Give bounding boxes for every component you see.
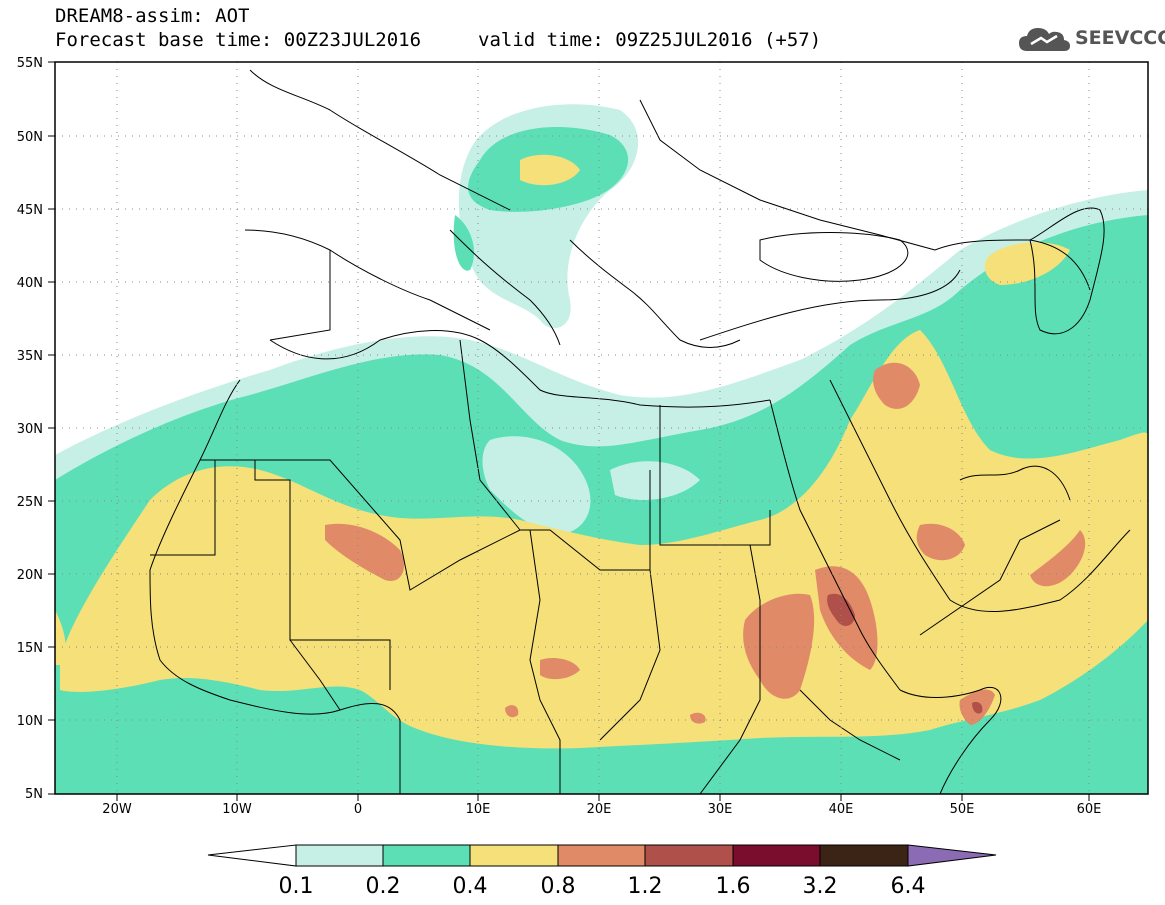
colorbar-swatch-1 — [295, 844, 384, 867]
coastlines — [149, 69, 1131, 794]
cloud-icon — [1019, 28, 1070, 51]
colorbar-label: 0.8 — [541, 874, 576, 899]
colorbar-label: 1.6 — [716, 874, 751, 899]
lat-label: 20N — [17, 568, 43, 583]
seevccc-logo: SEEVCCC — [1017, 24, 1165, 54]
aot-level-0.8 — [325, 362, 1086, 725]
lon-label: 20E — [587, 802, 612, 817]
valid-time: valid time: 09Z25JUL2016 (+57) — [478, 29, 822, 51]
lon-label: 20W — [102, 802, 132, 817]
colorbar-label: 6.4 — [891, 874, 926, 899]
colorbar-under-arrow — [207, 844, 297, 867]
aot-level-1.2 — [827, 593, 983, 714]
graticule — [55, 62, 1148, 794]
lon-label: 10E — [466, 802, 491, 817]
colorbar-label: 0.2 — [366, 874, 401, 899]
lat-label: 45N — [17, 203, 43, 218]
lon-label: 0 — [354, 802, 362, 817]
lat-label: 35N — [17, 349, 43, 364]
lon-label: 10W — [222, 802, 252, 817]
lon-label: 40E — [829, 802, 854, 817]
lat-label: 55N — [17, 56, 43, 71]
lon-label: 60E — [1077, 802, 1102, 817]
forecast-base-time: Forecast base time: 00Z23JUL2016 — [55, 29, 422, 51]
colorbar-label: 0.4 — [453, 874, 488, 899]
colorbar-swatch-5 — [644, 844, 734, 867]
lon-label: 50E — [950, 802, 975, 817]
colorbar-swatch-4 — [557, 844, 646, 867]
lat-labels: 55N 50N 45N 40N 35N 30N 25N 20N 15N 10N … — [17, 56, 43, 802]
lat-label: 40N — [17, 276, 43, 291]
lat-label: 10N — [17, 714, 43, 729]
colorbar-swatch-2 — [382, 844, 471, 867]
colorbar-swatch-6 — [732, 844, 821, 867]
lat-label: 50N — [17, 130, 43, 145]
lat-label: 5N — [25, 787, 43, 802]
lon-label: 30E — [708, 802, 733, 817]
lat-label: 30N — [17, 422, 43, 437]
lon-labels: 20W 10W 0 10E 20E 30E 40E 50E 60E — [102, 802, 1101, 817]
colorbar-label: 0.1 — [279, 874, 314, 899]
colorbar-over-arrow — [907, 844, 997, 867]
lat-ticks — [48, 61, 1090, 801]
colorbar-label: 1.2 — [628, 874, 663, 899]
colorbar-label: 3.2 — [803, 874, 838, 899]
aot-clean-pocket — [482, 436, 700, 535]
lat-label: 15N — [17, 641, 43, 656]
lat-label: 25N — [17, 495, 43, 510]
logo-text: SEEVCCC — [1075, 27, 1165, 49]
colorbar-swatch-3 — [469, 844, 559, 867]
map-title: DREAM8-assim: AOT — [55, 5, 250, 27]
colorbar-swatch-7 — [819, 844, 909, 867]
